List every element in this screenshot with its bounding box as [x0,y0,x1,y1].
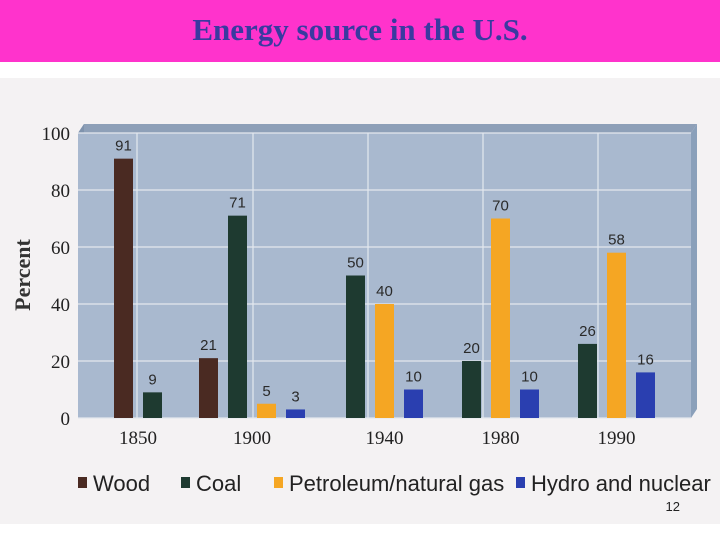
y-tick-label: 20 [51,352,70,373]
bar-hydro-and-nuclear-1980 [520,389,539,418]
x-tick-label: 1940 [366,428,404,449]
bar-petroleum-natural-gas-1990 [607,252,626,418]
data-label: 26 [579,323,596,340]
x-tick-label: 1980 [482,428,520,449]
bar-coal-1940 [346,275,365,418]
slide-title: Energy source in the U.S. [192,12,528,47]
y-tick-label: 80 [51,181,70,202]
chart-frame-right [691,124,697,418]
data-label: 91 [115,138,132,155]
bar-coal-1900 [228,215,247,418]
bar-petroleum-natural-gas-1940 [375,304,394,418]
x-tick-label: 1990 [598,428,636,449]
legend-swatch [78,477,87,488]
y-tick-label: 100 [42,124,71,145]
title-bar [0,0,720,62]
data-label: 40 [376,283,393,300]
legend-swatch [274,477,283,488]
legend-swatch [181,477,190,488]
bar-hydro-and-nuclear-1900 [286,409,305,418]
x-tick-label: 1850 [119,428,157,449]
y-tick-label: 60 [51,238,70,259]
legend-label: Hydro and nuclear [531,471,711,496]
slide-number: 12 [665,499,680,514]
bar-coal-1980 [462,361,481,418]
data-label: 71 [229,195,246,212]
data-label: 58 [608,232,625,249]
legend-label: Wood [93,471,150,496]
data-label: 10 [521,369,538,386]
data-label: 9 [148,371,156,388]
data-label: 3 [291,388,299,405]
y-tick-label: 0 [61,409,71,430]
y-tick-labels: 0 20 40 60 80 100 [42,124,71,430]
legend: Wood Coal Petroleum/natural gas Hydro and n… [78,471,711,496]
bar-coal-1990 [578,343,597,418]
grid-lines [78,132,691,419]
data-label: 5 [262,383,270,400]
category-labels: 1850 1900 1940 1980 1990 [119,428,636,449]
y-axis-label: Percent [10,239,35,311]
y-tick-label: 40 [51,295,70,316]
bar-wood-1900 [199,358,218,418]
data-label: 70 [492,198,509,215]
bar-petroleum-natural-gas-1980 [491,218,510,418]
bar-wood-1850 [114,158,133,418]
bar-marks [114,158,655,418]
data-label: 50 [347,255,364,272]
data-labels: 91 9 21 71 5 3 50 40 10 20 70 10 26 58 16 [115,138,654,406]
data-label: 10 [405,369,422,386]
data-label: 20 [463,340,480,357]
bar-coal-1850 [143,392,162,418]
chart-frame-top [78,124,697,133]
bar-hydro-and-nuclear-1990 [636,372,655,418]
legend-label: Coal [196,471,241,496]
legend-swatch [516,477,525,488]
bar-hydro-and-nuclear-1940 [404,389,423,418]
x-tick-label: 1900 [233,428,271,449]
data-label: 16 [637,351,654,368]
bar-petroleum-natural-gas-1900 [257,403,276,418]
data-label: 21 [200,337,217,354]
legend-label: Petroleum/natural gas [289,471,504,496]
